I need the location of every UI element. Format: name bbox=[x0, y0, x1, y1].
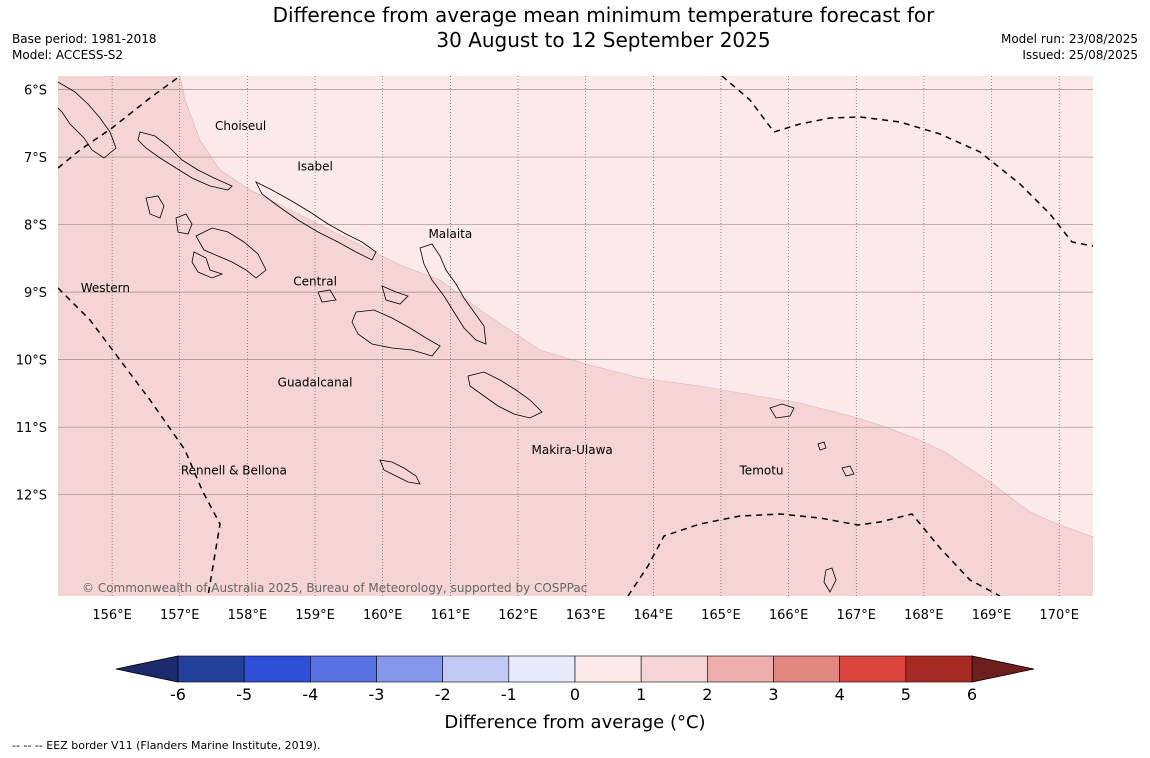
meta-right: Model run: 23/08/2025 Issued: 25/08/2025 bbox=[1001, 31, 1138, 63]
colorbar-tick-label: -4 bbox=[302, 685, 318, 704]
anomaly-contour bbox=[179, 76, 1093, 538]
eez-border-west-north bbox=[58, 76, 181, 169]
colorbar-extend-low bbox=[115, 655, 179, 683]
eez-borders bbox=[58, 76, 1093, 596]
lon-label: 170°E bbox=[1039, 608, 1079, 623]
colorbar-swatch bbox=[442, 655, 510, 683]
map-title: Difference from average mean minimum tem… bbox=[0, 3, 1150, 53]
colorbar: -6 -5 -4 -3 -2 -1 0 1 2 3 4 5 6 bbox=[115, 655, 1035, 704]
region-label: Isabel bbox=[297, 160, 332, 174]
colorbar-tick-label: 3 bbox=[768, 685, 778, 704]
lon-label: 159°E bbox=[295, 608, 335, 623]
graticule bbox=[58, 76, 1093, 596]
colorbar-tick-label: 5 bbox=[901, 685, 911, 704]
coastlines bbox=[58, 81, 855, 593]
lon-label: 167°E bbox=[836, 608, 876, 623]
island-choiseul bbox=[137, 131, 233, 191]
issued-date: Issued: 25/08/2025 bbox=[1022, 48, 1138, 62]
latitude-labels: 6°S 7°S 8°S 9°S 10°S 11°S 12°S bbox=[16, 84, 47, 504]
colorbar-tick-label: -3 bbox=[369, 685, 385, 704]
island-malaita bbox=[419, 243, 487, 345]
colorbar-tick-label: 1 bbox=[636, 685, 646, 704]
region-label: Malaita bbox=[428, 227, 472, 241]
base-period: Base period: 1981-2018 bbox=[12, 32, 157, 46]
island-florida bbox=[317, 285, 409, 305]
island-temotu-small bbox=[817, 441, 855, 593]
colorbar-extend-high bbox=[971, 655, 1035, 683]
colorbar-tick-label: -6 bbox=[170, 685, 186, 704]
lat-label: 12°S bbox=[16, 489, 47, 504]
island-makira bbox=[467, 371, 543, 419]
copyright-text: © Commonwealth of Australia 2025, Bureau… bbox=[82, 581, 587, 595]
region-label: Rennell & Bellona bbox=[181, 463, 287, 477]
island-guadalcanal bbox=[351, 309, 441, 357]
island-vella bbox=[145, 195, 165, 219]
region-label: Guadalcanal bbox=[278, 376, 353, 390]
meta-left: Base period: 1981-2018 Model: ACCESS-S2 bbox=[12, 31, 157, 63]
map-title-line1: Difference from average mean minimum tem… bbox=[272, 3, 935, 27]
colorbar-swatch bbox=[310, 655, 377, 683]
colorbar-swatch bbox=[905, 655, 973, 683]
colorbar-swatch bbox=[376, 655, 443, 683]
lat-label: 10°S bbox=[16, 354, 47, 369]
island-isabel bbox=[255, 181, 377, 261]
lon-label: 163°E bbox=[566, 608, 606, 623]
colorbar-swatch bbox=[508, 655, 576, 683]
lat-label: 6°S bbox=[24, 84, 47, 99]
colorbar-tick-label: 0 bbox=[570, 685, 580, 704]
map-title-line2: 30 August to 12 September 2025 bbox=[436, 28, 771, 52]
colorbar-tick-label: -5 bbox=[236, 685, 252, 704]
region-label: Central bbox=[293, 274, 337, 288]
colorbar-swatch bbox=[773, 655, 840, 683]
longitude-labels: 156°E 157°E 158°E 159°E 160°E 161°E 162°E 163°E… bbox=[92, 608, 1079, 623]
map-area bbox=[58, 76, 1093, 596]
lon-label: 161°E bbox=[431, 608, 471, 623]
colorbar-swatch bbox=[574, 655, 642, 683]
colorbar-tick-label: 4 bbox=[835, 685, 845, 704]
lon-label: 165°E bbox=[701, 608, 741, 623]
colorbar-swatch bbox=[839, 655, 907, 683]
island-bougainville bbox=[58, 81, 117, 159]
lon-label: 157°E bbox=[160, 608, 200, 623]
island-rennell bbox=[379, 459, 421, 485]
colorbar-swatch bbox=[177, 655, 245, 683]
eez-border-south bbox=[627, 513, 1001, 596]
lon-label: 160°E bbox=[363, 608, 403, 623]
island-new-georgia bbox=[175, 213, 267, 279]
colorbar-swatch bbox=[640, 655, 708, 683]
region-label: Temotu bbox=[739, 463, 784, 477]
lon-label: 164°E bbox=[634, 608, 674, 623]
lon-label: 166°E bbox=[769, 608, 809, 623]
lon-label: 162°E bbox=[498, 608, 538, 623]
colorbar-swatch bbox=[707, 655, 774, 683]
region-label: Choiseul bbox=[215, 119, 266, 133]
lon-label: 168°E bbox=[904, 608, 944, 623]
colorbar-swatch bbox=[243, 655, 311, 683]
lon-label: 169°E bbox=[972, 608, 1012, 623]
model-name: Model: ACCESS-S2 bbox=[12, 48, 124, 62]
island-santa-cruz bbox=[769, 403, 795, 419]
lat-label: 8°S bbox=[24, 219, 47, 234]
region-label: Western bbox=[81, 281, 130, 295]
eez-legend-note: -- -- -- EEZ border V11 (Flanders Marine… bbox=[12, 739, 321, 752]
colorbar-tick-label: -2 bbox=[435, 685, 451, 704]
lon-label: 158°E bbox=[228, 608, 268, 623]
island-rendova bbox=[191, 251, 224, 279]
anomaly-zone-0-1 bbox=[180, 76, 1093, 537]
colorbar-tick-label: 6 bbox=[967, 685, 977, 704]
model-run: Model run: 23/08/2025 bbox=[1000, 32, 1138, 46]
lat-label: 9°S bbox=[24, 286, 47, 301]
colorbar-title: Difference from average (°C) bbox=[444, 712, 705, 733]
colorbar-tick-label: 2 bbox=[702, 685, 712, 704]
map-figure: 6°S 7°S 8°S 9°S 10°S 11°S 12°S 156°E 157°E 158°E… bbox=[16, 76, 1093, 733]
lon-label: 156°E bbox=[92, 608, 132, 623]
colorbar-tick-label: -1 bbox=[501, 685, 517, 704]
lat-label: 11°S bbox=[16, 421, 47, 436]
region-label: Makira-Ulawa bbox=[531, 443, 612, 457]
lat-label: 7°S bbox=[24, 151, 47, 166]
region-labels: Choiseul Isabel Malaita Western Central Guada… bbox=[81, 119, 784, 477]
